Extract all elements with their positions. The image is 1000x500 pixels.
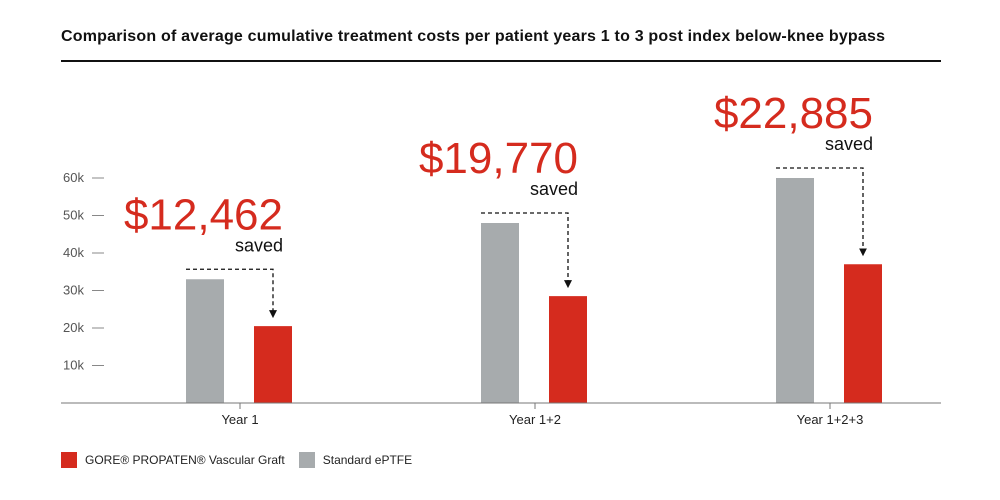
bar-standard-eptfe-1 <box>481 223 519 403</box>
savings-amount: $19,770 <box>419 134 578 183</box>
legend-swatch-gore <box>61 452 77 468</box>
x-axis: Year 1 Year 1+2 Year 1+2+3 <box>221 403 863 427</box>
x-category-label: Year 1+2 <box>509 412 561 427</box>
legend-label-gore: GORE® PROPATEN® Vascular Graft <box>85 453 285 467</box>
bars <box>186 178 882 403</box>
chart-title: Comparison of average cumulative treatme… <box>61 28 886 45</box>
savings-amount: $22,885 <box>714 89 873 138</box>
savings-label: saved <box>530 179 578 199</box>
bar-gore-propaten-2 <box>844 264 882 403</box>
title-divider <box>61 60 941 62</box>
savings-label: saved <box>825 134 873 154</box>
savings-arrow <box>481 212 572 289</box>
x-category-label: Year 1 <box>221 412 258 427</box>
x-category-label: Year 1+2+3 <box>797 412 864 427</box>
y-tick-label: 10k <box>63 358 84 373</box>
y-tick-label: 30k <box>63 283 84 298</box>
legend-item-gore: GORE® PROPATEN® Vascular Graft <box>61 452 285 468</box>
savings-label: saved <box>235 235 283 255</box>
savings-arrow <box>776 167 867 257</box>
legend-label-standard: Standard ePTFE <box>322 453 413 467</box>
savings-arrow <box>186 268 277 319</box>
y-tick-label: 50k <box>63 208 84 223</box>
bar-gore-propaten-1 <box>549 296 587 403</box>
savings-amount: $12,462 <box>124 190 283 239</box>
bar-standard-eptfe-2 <box>776 178 814 403</box>
y-tick-label: 20k <box>63 320 84 335</box>
y-tick-label: 40k <box>63 245 84 260</box>
y-tick-label: 60k <box>63 170 84 185</box>
bar-standard-eptfe-0 <box>186 279 224 403</box>
legend-item-standard: Standard ePTFE <box>298 452 413 468</box>
bar-gore-propaten-0 <box>254 326 292 403</box>
y-axis: 10k 20k 30k 40k 50k 60k <box>63 170 104 373</box>
legend: GORE® PROPATEN® Vascular Graft Standard … <box>61 452 426 468</box>
legend-swatch-standard <box>298 452 315 468</box>
